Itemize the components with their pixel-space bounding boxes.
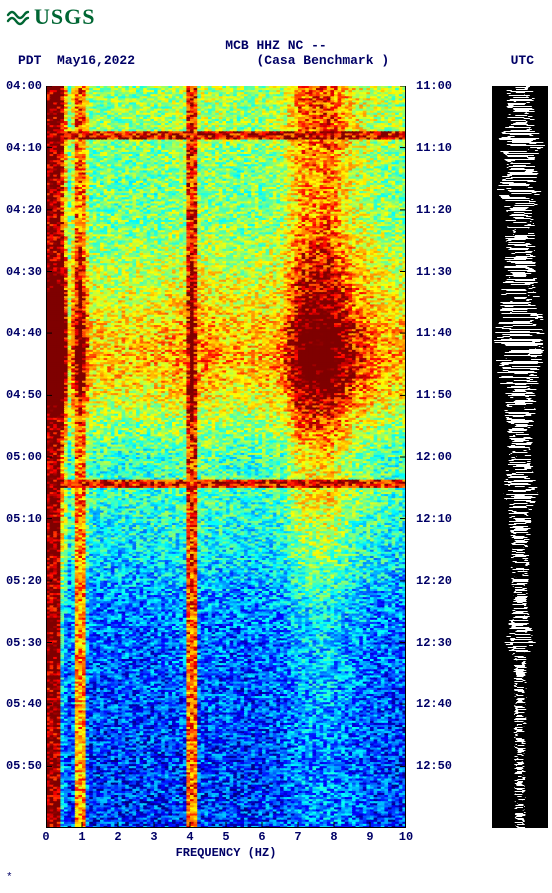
y-tick-label: 04:10	[6, 141, 42, 155]
footer-mark: *	[6, 872, 13, 884]
spectrogram-plot	[46, 86, 406, 828]
y-tick-label: 04:50	[6, 388, 42, 402]
header-tz-left: PDT	[18, 53, 41, 68]
y-tick-label: 05:50	[6, 759, 42, 773]
y-tick-label: 12:40	[416, 697, 452, 711]
usgs-logo: USGS	[6, 4, 95, 30]
y-tick-label: 05:20	[6, 574, 42, 588]
x-tick-label: 0	[42, 830, 49, 844]
y-tick-label: 11:40	[416, 326, 452, 340]
y-tick-label: 04:00	[6, 79, 42, 93]
y-tick-label: 11:00	[416, 79, 452, 93]
header-date: May16,2022	[57, 53, 135, 68]
x-axis-ticks: 012345678910	[46, 830, 406, 844]
y-tick-label: 12:00	[416, 450, 452, 464]
y-tick-label: 12:50	[416, 759, 452, 773]
y-tick-label: 04:20	[6, 203, 42, 217]
x-axis-label: FREQUENCY (HZ)	[46, 846, 406, 860]
y-tick-label: 05:00	[6, 450, 42, 464]
y-axis-right: 11:0011:1011:2011:3011:4011:5012:0012:10…	[410, 86, 458, 828]
x-tick-label: 5	[222, 830, 229, 844]
wave-icon	[6, 5, 30, 29]
x-tick-label: 2	[114, 830, 121, 844]
header-tz-right: UTC	[511, 53, 534, 68]
y-tick-label: 05:40	[6, 697, 42, 711]
x-tick-label: 8	[330, 830, 337, 844]
waveform-canvas	[492, 86, 548, 828]
x-tick-label: 3	[150, 830, 157, 844]
y-tick-label: 05:10	[6, 512, 42, 526]
y-axis-left: 04:0004:1004:2004:3004:4004:5005:0005:10…	[0, 86, 44, 828]
y-tick-label: 04:40	[6, 326, 42, 340]
y-tick-label: 11:50	[416, 388, 452, 402]
y-tick-label: 11:20	[416, 203, 452, 217]
x-tick-label: 7	[294, 830, 301, 844]
x-tick-label: 4	[186, 830, 193, 844]
header-subtitle: (Casa Benchmark )	[257, 53, 390, 68]
y-tick-label: 12:10	[416, 512, 452, 526]
x-tick-label: 1	[78, 830, 85, 844]
y-tick-label: 05:30	[6, 636, 42, 650]
page-root: USGS MCB HHZ NC -- PDT May16,2022 (Casa …	[0, 0, 552, 893]
y-tick-label: 11:30	[416, 265, 452, 279]
usgs-logo-text: USGS	[34, 4, 95, 30]
y-tick-label: 04:30	[6, 265, 42, 279]
y-tick-label: 12:30	[416, 636, 452, 650]
chart-header: MCB HHZ NC -- PDT May16,2022 (Casa Bench…	[0, 38, 552, 68]
x-tick-label: 10	[399, 830, 413, 844]
x-tick-label: 6	[258, 830, 265, 844]
y-tick-label: 11:10	[416, 141, 452, 155]
x-tick-label: 9	[366, 830, 373, 844]
waveform-plot	[492, 86, 548, 828]
y-tick-label: 12:20	[416, 574, 452, 588]
header-station: MCB HHZ NC --	[0, 38, 552, 53]
spectrogram-canvas	[46, 86, 406, 828]
